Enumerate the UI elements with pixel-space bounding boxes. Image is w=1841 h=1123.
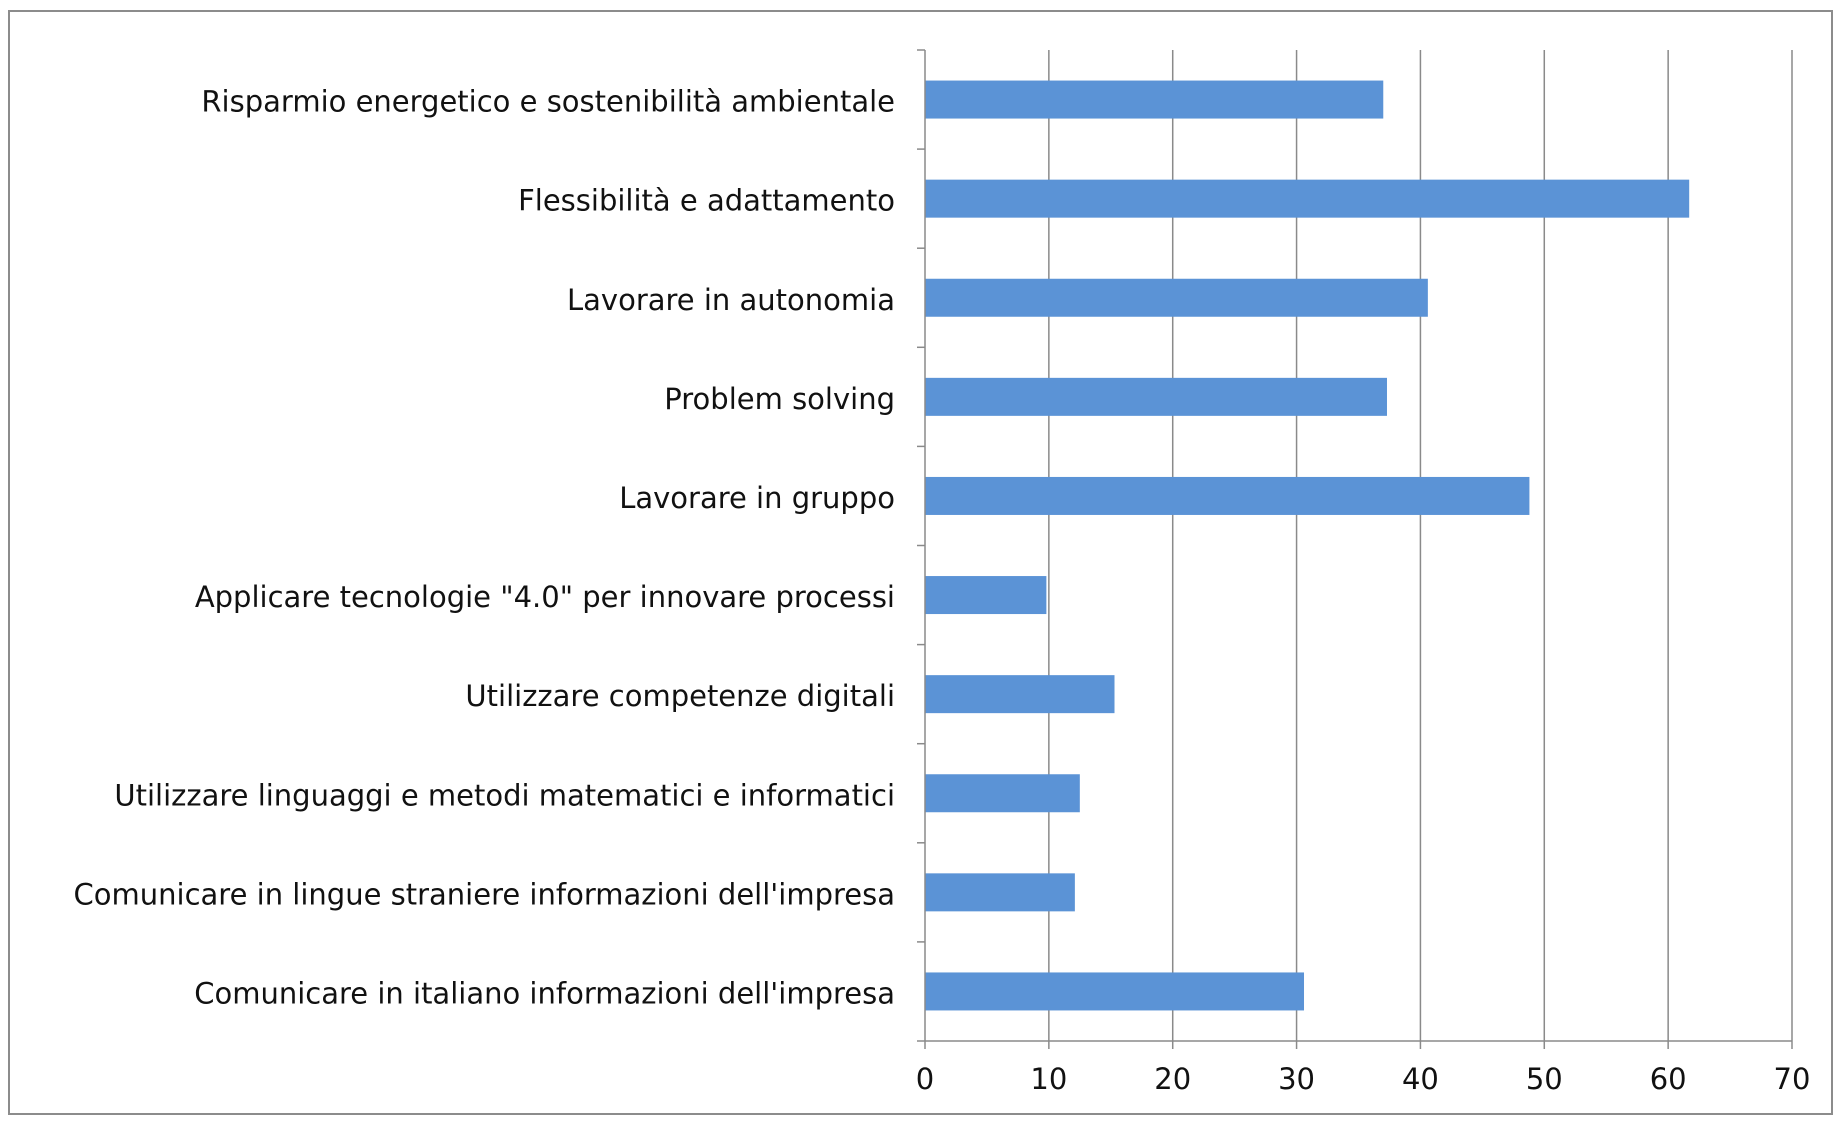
x-tick-label-60: 60: [1650, 1062, 1687, 1096]
x-tick-label-30: 30: [1278, 1062, 1315, 1096]
category-label-7: Utilizzare competenze digitali: [465, 679, 895, 713]
x-tick-label-50: 50: [1526, 1062, 1563, 1096]
bar-4: [925, 377, 1387, 416]
category-label-4: Problem solving: [664, 382, 895, 416]
category-label-9: Comunicare in lingue straniere informazi…: [74, 877, 895, 911]
bar-9: [925, 873, 1075, 912]
category-label-10: Comunicare in italiano informazioni dell…: [194, 976, 895, 1010]
category-label-3: Lavorare in autonomia: [567, 283, 895, 317]
bar-7: [925, 675, 1115, 714]
bar-6: [925, 576, 1047, 615]
category-label-6: Applicare tecnologie "4.0" per innovare …: [195, 580, 895, 614]
bar-8: [925, 774, 1080, 813]
category-labels: Risparmio energetico e sostenibilità amb…: [74, 85, 895, 1011]
bar-2: [925, 179, 1690, 218]
x-tick-label-20: 20: [1154, 1062, 1191, 1096]
bar-10: [925, 972, 1305, 1011]
x-tick-label-70: 70: [1774, 1062, 1811, 1096]
bar-3: [925, 278, 1428, 317]
bar-5: [925, 476, 1530, 515]
x-tick-label-40: 40: [1402, 1062, 1439, 1096]
x-tick-labels: 0 10 20 30 40 50 60 70: [916, 1062, 1811, 1096]
chart-frame: Risparmio energetico e sostenibilità amb…: [8, 10, 1833, 1115]
bars: [925, 80, 1690, 1011]
bar-chart: Risparmio energetico e sostenibilità amb…: [74, 49, 1811, 1096]
category-label-1: Risparmio energetico e sostenibilità amb…: [201, 85, 895, 119]
x-tick-label-0: 0: [916, 1062, 934, 1096]
bar-1: [925, 80, 1384, 119]
category-label-2: Flessibilità e adattamento: [518, 184, 895, 218]
category-label-8: Utilizzare linguaggi e metodi matematici…: [114, 778, 895, 812]
axes: [917, 49, 1793, 1049]
x-tick-label-10: 10: [1030, 1062, 1067, 1096]
category-label-5: Lavorare in gruppo: [619, 481, 895, 515]
